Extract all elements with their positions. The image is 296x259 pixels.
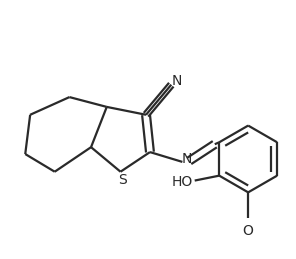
Text: O: O: [243, 224, 254, 238]
Text: N: N: [172, 74, 182, 88]
Text: HO: HO: [171, 175, 193, 189]
Text: N: N: [182, 152, 192, 166]
Text: S: S: [118, 172, 127, 186]
